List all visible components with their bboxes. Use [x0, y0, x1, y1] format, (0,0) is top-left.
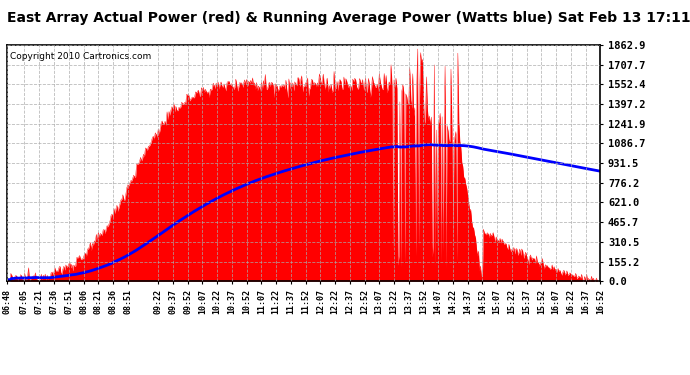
Text: East Array Actual Power (red) & Running Average Power (Watts blue) Sat Feb 13 17: East Array Actual Power (red) & Running … [7, 11, 690, 25]
Text: Copyright 2010 Cartronics.com: Copyright 2010 Cartronics.com [10, 52, 151, 61]
